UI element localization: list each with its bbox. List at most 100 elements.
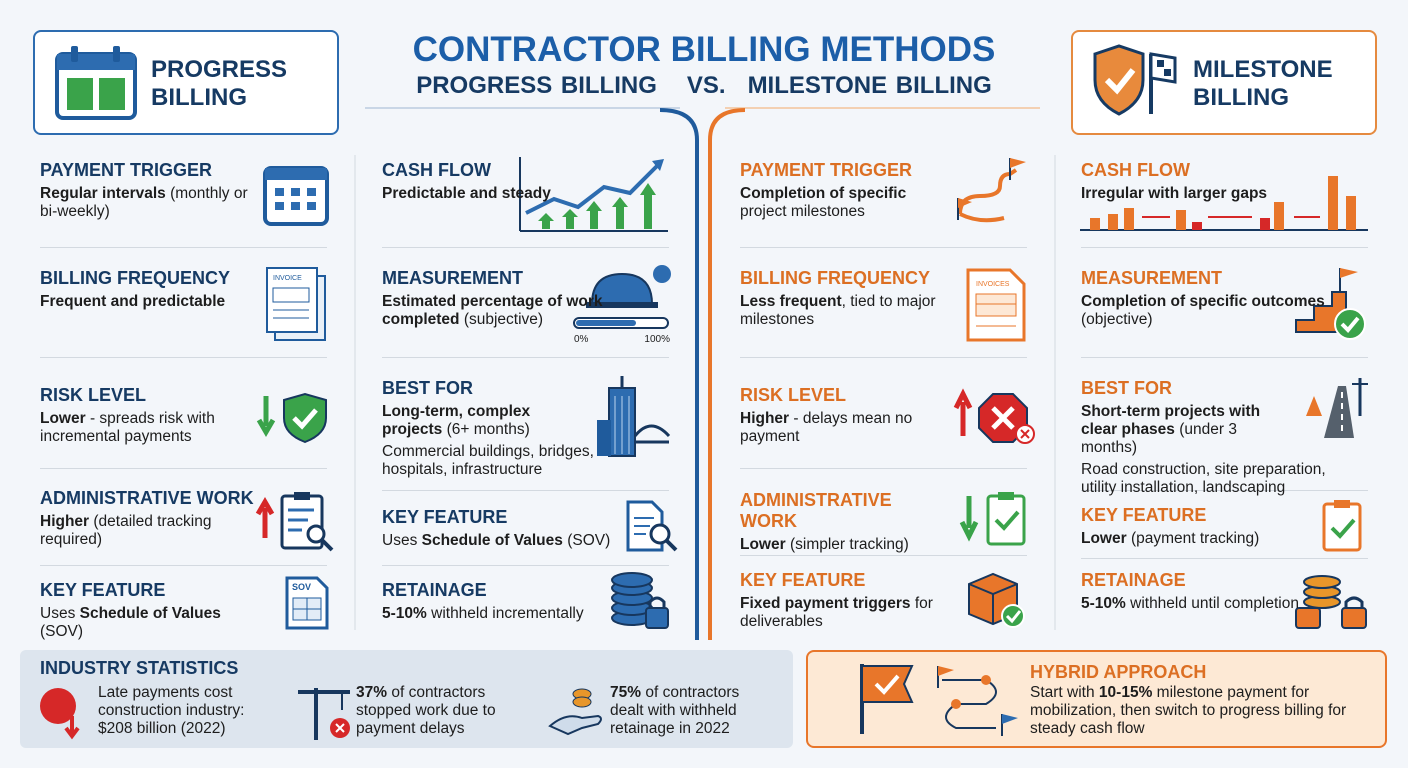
- section-heading: KEY FEATURE: [1081, 505, 1207, 525]
- doc-search-icon: [626, 500, 678, 552]
- subtitle-left: PROGRESS BILLING: [416, 72, 657, 99]
- risk-high-icon: [953, 388, 1035, 444]
- section: BEST FOR Short-term projects with clear p…: [1081, 378, 1343, 497]
- stat-text: 37% of contractors stopped work due to p…: [356, 684, 526, 738]
- subtitle-vs: VS.: [686, 72, 726, 99]
- section: ADMINISTRATIVE WORK Lower (simpler tracki…: [740, 490, 952, 554]
- section-heading: BEST FOR: [382, 378, 474, 398]
- text-run: (subjective): [459, 311, 544, 328]
- section-body: Lower - spreads risk with incremental pa…: [40, 410, 262, 446]
- text-run: 75%: [610, 684, 642, 701]
- calendar-icon: [55, 46, 137, 120]
- section-heading: RISK LEVEL: [740, 385, 847, 405]
- text-run: (SOV): [562, 532, 611, 549]
- section-heading: MEASUREMENT: [382, 268, 524, 288]
- path-flags-icon: [957, 158, 1026, 223]
- section-heading: PAYMENT TRIGGER: [40, 160, 213, 180]
- section: RISK LEVEL Lower - spreads risk with incr…: [40, 385, 262, 446]
- section: KEY FEATURE Lower (payment tracking): [1081, 505, 1343, 548]
- text-run: Uses: [382, 532, 422, 549]
- section-body: Completion of specific outcomes (objecti…: [1081, 293, 1343, 329]
- text-run: Irregular with larger gaps: [1081, 185, 1268, 202]
- text-run: (detailed tracking required): [40, 513, 212, 548]
- text-run: Predictable and steady: [382, 185, 551, 202]
- clipboard-icon: [959, 492, 1026, 546]
- section-body: Lower (simpler tracking): [740, 536, 952, 554]
- building-icon: [597, 376, 671, 457]
- badge-text: PROGRESS BILLING: [151, 56, 288, 111]
- icon-text: INVOICES: [976, 281, 1010, 288]
- section: MEASUREMENT Completion of specific outcom…: [1081, 268, 1343, 329]
- text-run: withheld until completion: [1125, 595, 1299, 612]
- hybrid-panel: HYBRID APPROACH Start with 10-15% milest…: [806, 650, 1387, 748]
- section-body: Less frequent, tied to major milestones: [740, 293, 952, 329]
- text-run: Late payments cost construction industry…: [98, 684, 245, 737]
- text-run: withheld incrementally: [426, 605, 584, 622]
- badge-text: MILESTONE BILLING: [1193, 56, 1333, 111]
- text-run: of contractors dealt with withheld retai…: [610, 684, 740, 737]
- invoice-icon: INVOICES: [966, 268, 1026, 342]
- section-body: Higher - delays mean no payment: [740, 410, 952, 446]
- section-body: Frequent and predictable: [40, 293, 262, 311]
- section-heading: CASH FLOW: [382, 160, 491, 180]
- section-heading: KEY FEATURE: [40, 580, 166, 600]
- text-run: Uses: [40, 605, 80, 622]
- text-run: (SOV): [40, 623, 84, 640]
- section-heading: MEASUREMENT: [1081, 268, 1223, 288]
- section-body: Regular intervals (monthly or bi-weekly): [40, 185, 262, 221]
- text-run: (6+ months): [442, 421, 530, 438]
- text-run: - spreads risk with incremental payments: [40, 410, 215, 445]
- text-run: Lower: [740, 536, 786, 553]
- icon-text: SOV: [292, 582, 311, 592]
- section-heading: KEY FEATURE: [740, 570, 866, 590]
- text-run: 10-15%: [1098, 684, 1153, 701]
- stats-title: INDUSTRY STATISTICS: [40, 658, 239, 678]
- section-heading: PAYMENT TRIGGER: [740, 160, 913, 180]
- text-run: Schedule of Values: [79, 605, 221, 622]
- irregular-bars-icon: [1080, 176, 1368, 231]
- measure-icon: 0% 100%: [573, 265, 671, 345]
- text-run: Less frequent: [740, 293, 842, 310]
- section-body: Estimated percentage of work completed (…: [382, 293, 622, 329]
- text-run: 5-10%: [1081, 595, 1126, 612]
- text-run: Completion of specific: [740, 185, 907, 202]
- text-run: Estimated percentage of work completed: [382, 293, 603, 328]
- text-run: (under 3 months): [1081, 421, 1237, 456]
- section: KEY FEATURE Fixed payment triggers for de…: [740, 570, 952, 631]
- text-run: Fixed payment triggers: [740, 595, 911, 612]
- text-run: Schedule of Values: [421, 532, 563, 549]
- text-run: project milestones: [740, 203, 865, 220]
- text-run: 37%: [356, 684, 388, 701]
- section-heading: ADMINISTRATIVE WORK: [40, 488, 254, 508]
- text-run: , tied to major milestones: [740, 293, 936, 328]
- section: PAYMENT TRIGGER Regular intervals (monthl…: [40, 160, 262, 221]
- text-run: for deliverables: [740, 595, 933, 630]
- section: PAYMENT TRIGGER Completion of specific pr…: [740, 160, 952, 221]
- stat-text: 75% of contractors dealt with withheld r…: [610, 684, 770, 738]
- text-run: of contractors stopped work due to payme…: [356, 684, 496, 737]
- text-run: (simpler tracking): [785, 536, 909, 553]
- section: MEASUREMENT Estimated percentage of work …: [382, 268, 622, 329]
- section: BEST FOR Long-term, complex projects (6+ …: [382, 378, 622, 479]
- section-body: Higher (detailed tracking required): [40, 513, 262, 549]
- text-run: Start with: [1030, 684, 1099, 701]
- section-body: 5-10% withheld incrementally: [382, 605, 622, 623]
- section-body: 5-10% withheld until completion: [1081, 595, 1343, 613]
- stats-panel: INDUSTRY STATISTICS Late payments cost c…: [20, 650, 793, 748]
- section: CASH FLOW Irregular with larger gaps: [1081, 160, 1343, 203]
- section-heading: BEST FOR: [1081, 378, 1173, 398]
- section-note: Road construction, site preparation, uti…: [1081, 461, 1326, 496]
- section-body: Uses Schedule of Values (SOV): [40, 605, 262, 641]
- risk-low-icon: [256, 392, 327, 444]
- section-heading: RETAINAGE: [382, 580, 487, 600]
- shield-flag-icon: [1093, 44, 1177, 116]
- text-run: 5-10%: [382, 605, 427, 622]
- scale-label: 0%: [574, 334, 589, 345]
- text-run: Higher: [40, 513, 90, 530]
- text-run: Lower: [40, 410, 86, 427]
- text-run: Short-term projects with clear phases: [1081, 403, 1261, 438]
- section-heading: RETAINAGE: [1081, 570, 1186, 590]
- progress-badge: PROGRESS BILLING: [33, 30, 339, 135]
